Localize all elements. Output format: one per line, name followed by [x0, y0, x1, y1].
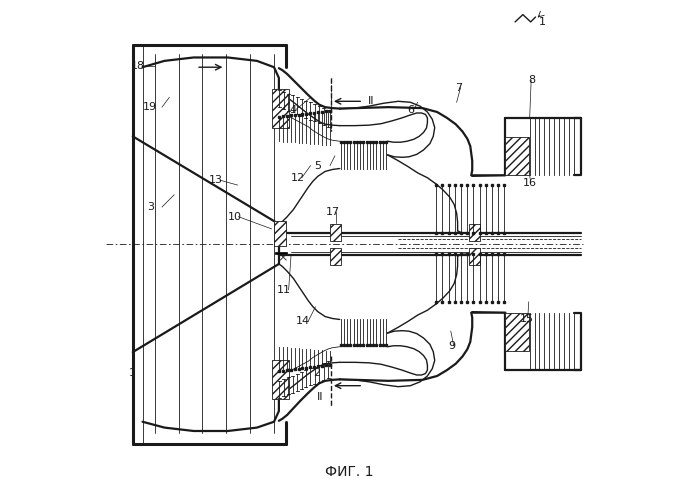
Text: 18: 18 — [131, 61, 145, 71]
Text: 5: 5 — [315, 161, 322, 170]
Bar — [274, 221, 286, 246]
Text: II: II — [317, 392, 324, 402]
Text: 17: 17 — [326, 207, 340, 217]
Text: 15: 15 — [520, 314, 534, 324]
Text: 1: 1 — [538, 17, 545, 27]
Bar — [330, 248, 340, 265]
Text: 19: 19 — [143, 102, 157, 112]
Text: 12: 12 — [291, 173, 305, 183]
Text: 1: 1 — [129, 368, 136, 377]
Bar — [272, 89, 289, 128]
Bar — [469, 224, 480, 241]
Bar — [275, 252, 287, 254]
Text: 9: 9 — [448, 341, 455, 351]
Text: II: II — [368, 96, 375, 106]
Text: 2: 2 — [313, 368, 320, 377]
Text: 7: 7 — [456, 83, 463, 93]
Text: 14: 14 — [296, 317, 310, 326]
Bar — [505, 313, 528, 351]
Text: 3: 3 — [147, 202, 154, 212]
Text: 11: 11 — [277, 285, 291, 295]
Text: 13: 13 — [208, 175, 222, 185]
Bar — [505, 137, 528, 175]
Text: 4: 4 — [290, 105, 297, 114]
Text: 10: 10 — [228, 212, 242, 222]
Bar — [272, 360, 289, 399]
Bar — [330, 224, 340, 241]
Text: 6: 6 — [407, 105, 414, 114]
Text: 8: 8 — [528, 75, 535, 85]
Bar — [469, 248, 480, 265]
Text: 16: 16 — [523, 178, 537, 187]
Text: ФИГ. 1: ФИГ. 1 — [325, 466, 374, 479]
